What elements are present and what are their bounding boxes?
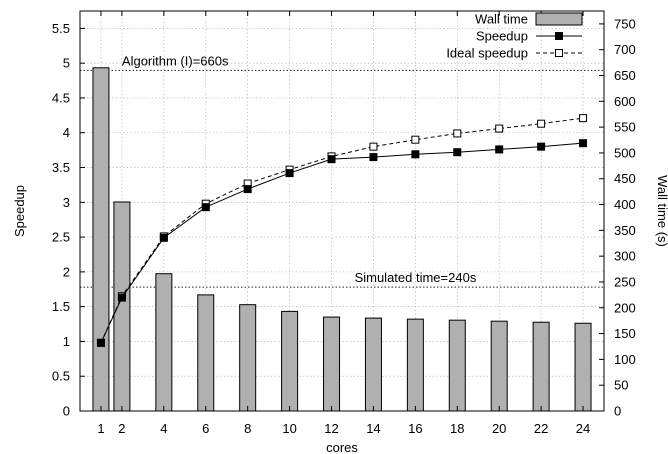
x-tick-label: 2 xyxy=(118,421,125,436)
speedup-point xyxy=(117,293,126,302)
speedup-point xyxy=(201,203,210,212)
wall-time-bar xyxy=(155,273,173,412)
wall-time-bars xyxy=(92,67,592,412)
wall-time-bar xyxy=(448,319,466,412)
y-left-tick-label: 0.5 xyxy=(52,369,70,384)
y-left-tick-label: 4 xyxy=(63,125,70,140)
ideal-speedup-point xyxy=(411,135,420,144)
legend-marker-speedup xyxy=(555,32,563,40)
y-left-tick-label: 2 xyxy=(63,264,70,279)
y-axis-left-label: Speedup xyxy=(12,185,27,237)
legend-label: Ideal speedup xyxy=(446,46,528,61)
y-right-tick-label: 150 xyxy=(614,326,636,341)
y-right-tick-label: 500 xyxy=(614,145,636,160)
wall-time-bar xyxy=(197,294,215,412)
ideal-speedup-point xyxy=(579,114,588,123)
y-right-tick-label: 250 xyxy=(614,274,636,289)
speedup-point xyxy=(537,142,546,151)
ideal-speedup-point xyxy=(369,142,378,151)
wall-time-bar xyxy=(364,317,382,412)
speedup-point xyxy=(159,233,168,242)
y-right-tick-label: 700 xyxy=(614,42,636,57)
y-left-tick-label: 0 xyxy=(63,404,70,419)
y-right-tick-label: 450 xyxy=(614,171,636,186)
legend-marker-ideal-speedup xyxy=(555,49,563,57)
reference-lines: Algorithm (I)=660s Simulated time=240s xyxy=(80,53,604,288)
y-right-tick-label: 300 xyxy=(614,249,636,264)
legend-label: Speedup xyxy=(476,29,528,44)
speedup-lines xyxy=(96,114,588,347)
reference-line-label: Simulated time=240s xyxy=(355,270,477,285)
y-left-tick-label: 4.5 xyxy=(52,90,70,105)
x-tick-label: 18 xyxy=(450,421,464,436)
y-right-tick-label: 50 xyxy=(614,378,628,393)
speedup-point xyxy=(369,153,378,162)
y-right-tick-label: 750 xyxy=(614,16,636,31)
legend-label: Wall time xyxy=(475,12,528,27)
x-tick-label: 8 xyxy=(244,421,251,436)
y-right-tick-label: 0 xyxy=(614,404,621,419)
y-right-tick-label: 100 xyxy=(614,352,636,367)
axis-ticks: 0 0.5 1 1.5 2 2.5 3 3.5 4 4.5 5 5.5 0 50 100 150 200 250 3… xyxy=(52,11,636,436)
ideal-speedup-point xyxy=(495,124,504,133)
speedup-point xyxy=(243,185,252,194)
legend: Wall time Speedup Ideal speedup xyxy=(446,12,583,61)
y-left-tick-label: 3.5 xyxy=(52,160,70,175)
y-right-tick-label: 600 xyxy=(614,94,636,109)
speedup-point xyxy=(579,139,588,148)
x-tick-label: 20 xyxy=(492,421,506,436)
y-left-tick-label: 3 xyxy=(63,195,70,210)
wall-time-bar xyxy=(574,322,592,412)
plot-frame xyxy=(79,10,605,412)
ideal-speedup-point xyxy=(537,119,546,128)
speedup-point xyxy=(96,338,105,347)
x-tick-label: 14 xyxy=(366,421,380,436)
x-tick-label: 12 xyxy=(324,421,338,436)
legend-swatch-wall-time xyxy=(535,12,583,26)
speedup-point xyxy=(327,155,336,164)
speedup-point xyxy=(411,150,420,159)
y-right-tick-label: 350 xyxy=(614,223,636,238)
wall-time-bar xyxy=(490,320,508,412)
y-left-tick-label: 1.5 xyxy=(52,299,70,314)
y-left-tick-label: 5 xyxy=(63,56,70,71)
wall-time-bar xyxy=(406,318,424,412)
y-right-tick-label: 400 xyxy=(614,197,636,212)
x-axis-label: cores xyxy=(326,440,358,454)
speedup-point xyxy=(285,169,294,178)
y-right-tick-label: 550 xyxy=(614,120,636,135)
wall-time-bar xyxy=(323,316,341,412)
speedup-point xyxy=(453,148,462,157)
y-axis-right-label: Wall time (s) xyxy=(655,175,668,247)
grid xyxy=(80,11,604,411)
x-tick-label: 22 xyxy=(534,421,548,436)
wall-time-bar xyxy=(532,321,550,412)
wall-time-bar xyxy=(113,201,131,412)
y-left-tick-label: 2.5 xyxy=(52,230,70,245)
x-tick-label: 1 xyxy=(97,421,104,436)
wall-time-bar xyxy=(239,304,257,412)
y-left-tick-label: 5.5 xyxy=(52,21,70,36)
speedup-point xyxy=(495,145,504,154)
x-tick-label: 10 xyxy=(282,421,296,436)
x-tick-label: 6 xyxy=(202,421,209,436)
speedup-line xyxy=(100,142,584,344)
x-tick-label: 16 xyxy=(408,421,422,436)
wall-time-bar xyxy=(281,310,299,412)
y-left-tick-label: 1 xyxy=(63,334,70,349)
wall-time-bar xyxy=(92,67,110,412)
ideal-speedup-point xyxy=(453,129,462,138)
reference-line-label: Algorithm (I)=660s xyxy=(122,53,229,68)
y-right-tick-label: 200 xyxy=(614,300,636,315)
y-right-tick-label: 650 xyxy=(614,68,636,83)
x-tick-label: 4 xyxy=(160,421,167,436)
x-tick-label: 24 xyxy=(576,421,590,436)
